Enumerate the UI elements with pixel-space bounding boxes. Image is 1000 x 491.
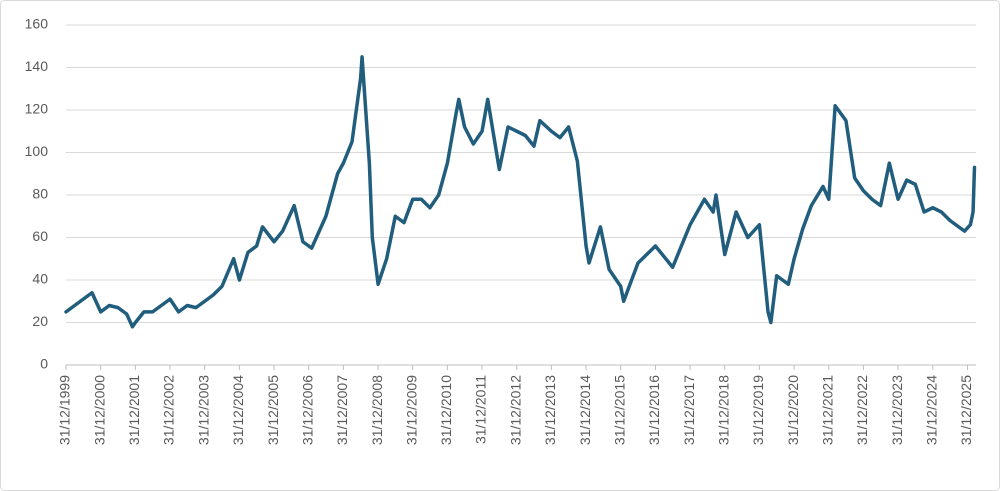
x-tick-label: 31/12/1999 (57, 375, 73, 445)
x-tick-label: 31/12/2001 (126, 375, 142, 445)
x-tick-label: 31/12/2003 (195, 375, 211, 445)
y-tick-label: 100 (25, 143, 49, 159)
y-tick-label: 160 (25, 16, 49, 32)
x-tick-label: 31/12/2011 (473, 375, 489, 444)
x-tick-label: 31/12/2008 (369, 375, 385, 445)
y-tick-label: 140 (25, 58, 49, 74)
x-tick-label: 31/12/2007 (334, 375, 350, 445)
y-tick-label: 0 (40, 356, 48, 372)
x-tick-label: 31/12/2004 (230, 375, 246, 445)
x-tick-label: 31/12/2015 (611, 375, 627, 445)
x-tick-label: 31/12/2021 (819, 375, 835, 445)
x-tick-label: 31/12/2005 (265, 375, 281, 445)
x-tick-label: 31/12/2006 (299, 375, 315, 445)
y-tick-label: 60 (32, 228, 48, 244)
x-tick-label: 31/12/2012 (507, 375, 523, 445)
data-line (64, 55, 977, 329)
x-tick-label: 31/12/2024 (924, 375, 940, 445)
x-tick-label: 31/12/2010 (438, 375, 454, 445)
x-tick-label: 31/12/2016 (646, 375, 662, 445)
y-tick-label: 80 (32, 186, 48, 202)
x-tick-label: 31/12/2023 (889, 375, 905, 445)
x-tick-label: 31/12/2000 (91, 375, 107, 445)
x-tick-label: 31/12/2018 (715, 375, 731, 445)
x-tick-label: 31/12/2022 (854, 375, 870, 445)
y-tick-label: 120 (25, 101, 49, 117)
x-tick-label: 31/12/2020 (785, 375, 801, 445)
x-tick-label: 31/12/2025 (958, 375, 974, 445)
y-tick-label: 20 (32, 313, 48, 329)
x-tick-label: 31/12/2014 (577, 375, 593, 445)
x-tick-label: 31/12/2013 (542, 375, 558, 445)
x-tick-label: 31/12/2009 (403, 375, 419, 445)
y-tick-label: 40 (32, 271, 48, 287)
x-tick-label: 31/12/2019 (750, 375, 766, 445)
x-tick-label: 31/12/2017 (681, 375, 697, 445)
x-tick-label: 31/12/2002 (161, 375, 177, 445)
